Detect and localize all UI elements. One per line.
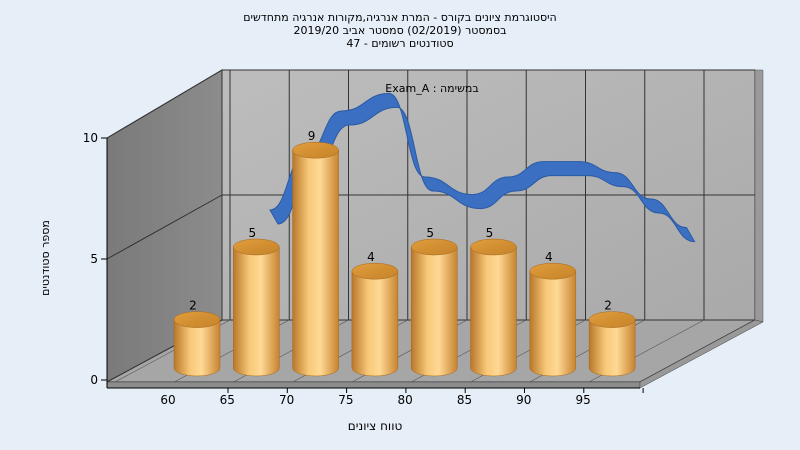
bar-top (173, 311, 221, 328)
left-wall-gridline (106, 194, 223, 260)
bar-body (233, 246, 280, 377)
chart-floor-right-edge (639, 319, 764, 389)
chart-title-line-3: סטודנטים רשומים - 47 (346, 37, 454, 50)
bar-top (588, 311, 636, 328)
histogram-bar: 5 (470, 226, 517, 377)
bar-top (351, 262, 399, 280)
chart-floor-front-edge (106, 381, 641, 389)
bars-layer: 2 5 9 4 5 5 4 2 (173, 129, 636, 377)
bar-data-label: 4 (367, 250, 375, 264)
bar-data-label: 2 (604, 299, 612, 313)
chart-title-line-1: היסטוגרמת ציונים בקורס - המרת אנרגיה,מקו… (243, 11, 557, 24)
x-axis-label: טווח ציונים (348, 419, 403, 433)
x-tick-label: 80 (398, 393, 413, 407)
histogram-bar: 5 (410, 226, 458, 377)
bar-top (292, 141, 339, 159)
histogram-bar: 2 (588, 299, 636, 377)
histogram-bar: 5 (233, 226, 280, 377)
histogram-bar: 4 (529, 250, 577, 377)
x-tick-label: 60 (160, 393, 175, 407)
histogram-bar: 4 (351, 250, 399, 377)
bar-data-label: 5 (248, 226, 256, 240)
x-tick-label: 90 (516, 393, 531, 407)
bar-data-label: 5 (486, 226, 494, 240)
bar-body (351, 270, 399, 377)
distribution-curve-ribbon (269, 92, 696, 243)
x-tick-label: 70 (279, 393, 294, 407)
x-tick-label: 85 (457, 393, 472, 407)
bar-body (588, 319, 636, 377)
x-tick-label: 95 (575, 393, 590, 407)
bar-body (529, 270, 577, 377)
bar-body (173, 319, 221, 377)
bar-top (233, 238, 280, 256)
bar-body (470, 246, 517, 377)
bar-data-label: 9 (308, 129, 316, 143)
left-wall-gridline (106, 69, 223, 139)
histogram-bar: 2 (173, 299, 221, 377)
bar-top (410, 238, 458, 256)
bar-top (529, 262, 577, 280)
bar-data-label: 4 (545, 250, 553, 264)
bar-body (292, 149, 339, 377)
bar-body (410, 246, 458, 377)
bar-data-label: 5 (426, 226, 434, 240)
bar-data-label: 2 (189, 299, 197, 313)
y-axis-label: מספר סטודנטים (39, 220, 52, 296)
curve-layer (269, 92, 696, 243)
y-tick-label: 10 (83, 131, 98, 145)
chart-right-edge (754, 69, 764, 323)
y-tick-label: 0 (90, 373, 98, 387)
x-tick-label: 75 (338, 393, 353, 407)
chart-subtitle: במשימה : Exam_A (385, 82, 478, 95)
histogram-bar: 9 (292, 129, 339, 377)
x-tick-label: 65 (220, 393, 235, 407)
chart-title-line-2: בסמסטר (02/2019) סמסטר אביב 2019/20 (293, 24, 507, 37)
bar-top (470, 238, 517, 256)
y-tick-label: 5 (90, 252, 98, 266)
